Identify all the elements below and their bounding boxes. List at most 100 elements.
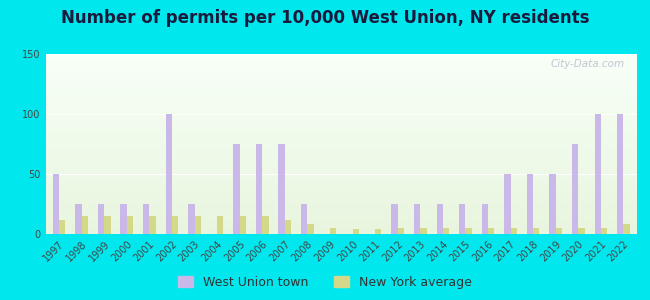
Bar: [46, 113, 637, 115]
Bar: [46, 227, 637, 229]
Bar: [46, 182, 637, 184]
Bar: [46, 117, 637, 119]
Bar: [572, 144, 578, 234]
Bar: [46, 169, 637, 171]
Bar: [46, 142, 637, 144]
Bar: [46, 187, 637, 189]
Bar: [352, 229, 359, 234]
Bar: [46, 81, 637, 83]
Bar: [307, 224, 314, 234]
Bar: [150, 216, 155, 234]
Bar: [533, 228, 540, 234]
Bar: [46, 103, 637, 104]
Bar: [46, 223, 637, 225]
Bar: [578, 228, 584, 234]
Bar: [46, 178, 637, 180]
Bar: [601, 228, 607, 234]
Bar: [46, 230, 637, 232]
Bar: [46, 99, 637, 101]
Bar: [549, 174, 556, 234]
Bar: [504, 174, 510, 234]
Bar: [233, 144, 240, 234]
Bar: [285, 220, 291, 234]
Bar: [375, 229, 382, 234]
Bar: [46, 76, 637, 77]
Bar: [75, 204, 82, 234]
Bar: [46, 110, 637, 112]
Bar: [46, 209, 637, 211]
Bar: [46, 148, 637, 149]
Bar: [104, 216, 110, 234]
Bar: [46, 211, 637, 212]
Bar: [46, 61, 637, 63]
Text: City-Data.com: City-Data.com: [551, 59, 625, 69]
Bar: [488, 228, 494, 234]
Text: Number of permits per 10,000 West Union, NY residents: Number of permits per 10,000 West Union,…: [60, 9, 590, 27]
Bar: [46, 220, 637, 221]
Bar: [414, 204, 421, 234]
Bar: [46, 207, 637, 209]
Bar: [46, 67, 637, 68]
Bar: [556, 228, 562, 234]
Bar: [46, 202, 637, 203]
Bar: [46, 189, 637, 191]
Bar: [46, 68, 637, 70]
Bar: [46, 92, 637, 94]
Bar: [46, 86, 637, 88]
Bar: [217, 216, 224, 234]
Bar: [46, 135, 637, 137]
Bar: [46, 160, 637, 162]
Bar: [46, 119, 637, 121]
Bar: [278, 144, 285, 234]
Bar: [46, 115, 637, 117]
Bar: [391, 204, 398, 234]
Bar: [46, 218, 637, 220]
Bar: [46, 139, 637, 140]
Bar: [330, 228, 336, 234]
Bar: [46, 140, 637, 142]
Bar: [46, 137, 637, 139]
Bar: [46, 173, 637, 175]
Bar: [46, 175, 637, 176]
Bar: [46, 162, 637, 164]
Bar: [46, 94, 637, 95]
Bar: [194, 216, 201, 234]
Bar: [46, 121, 637, 122]
Bar: [46, 133, 637, 135]
Bar: [46, 229, 637, 230]
Bar: [443, 228, 449, 234]
Bar: [459, 204, 465, 234]
Bar: [46, 196, 637, 198]
Bar: [46, 85, 637, 86]
Bar: [46, 88, 637, 90]
Bar: [46, 185, 637, 187]
Bar: [46, 153, 637, 155]
Bar: [46, 200, 637, 202]
Bar: [46, 146, 637, 148]
Bar: [46, 128, 637, 130]
Bar: [46, 70, 637, 72]
Bar: [46, 83, 637, 85]
Bar: [595, 114, 601, 234]
Bar: [143, 204, 150, 234]
Bar: [46, 104, 637, 106]
Bar: [46, 108, 637, 110]
Bar: [46, 193, 637, 194]
Bar: [46, 95, 637, 97]
Bar: [465, 228, 472, 234]
Bar: [46, 56, 637, 58]
Bar: [46, 65, 637, 67]
Bar: [46, 72, 637, 74]
Bar: [46, 164, 637, 166]
Bar: [46, 191, 637, 193]
Bar: [46, 214, 637, 216]
Bar: [46, 180, 637, 182]
Bar: [46, 77, 637, 79]
Bar: [46, 194, 637, 196]
Bar: [46, 216, 637, 218]
Bar: [301, 204, 307, 234]
Bar: [98, 204, 104, 234]
Bar: [46, 171, 637, 173]
Bar: [46, 205, 637, 207]
Bar: [46, 157, 637, 158]
